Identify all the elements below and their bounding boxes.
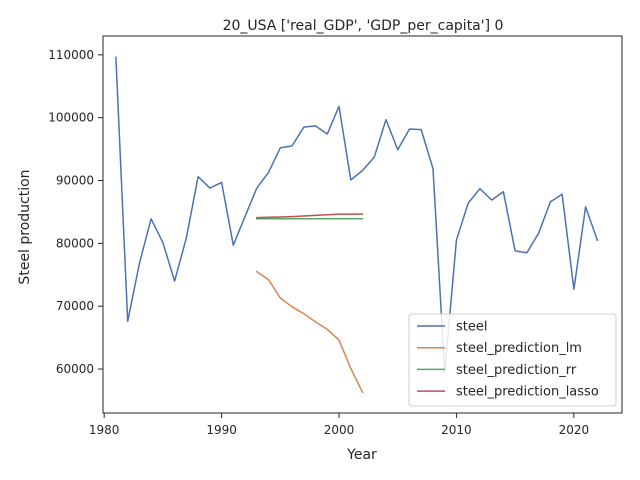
- x-tick-label: 2010: [441, 423, 472, 437]
- y-tick-label: 90000: [56, 174, 94, 188]
- y-tick-label: 70000: [56, 299, 94, 313]
- x-tick-label: 1980: [89, 423, 120, 437]
- x-axis-label: Year: [346, 447, 377, 463]
- legend-label-steel-prediction-lm: steel_prediction_lm: [456, 341, 582, 356]
- y-axis-label: Steel production: [17, 169, 33, 284]
- legend-label-steel-prediction-lasso: steel_prediction_lasso: [456, 385, 599, 400]
- x-axis: 1980 1990 2000 2010 2020: [89, 413, 589, 437]
- series-line-steel: [115, 56, 599, 374]
- y-tick-label: 60000: [56, 362, 94, 376]
- x-tick-label: 2020: [559, 423, 590, 437]
- series-line-steel-prediction-lasso: [256, 213, 364, 219]
- legend-label-steel-prediction-rr: steel_prediction_rr: [456, 363, 577, 378]
- y-tick-label: 80000: [56, 236, 94, 250]
- x-tick-label: 2000: [324, 423, 355, 437]
- y-tick-label: 100000: [48, 111, 94, 125]
- legend: steel steel_prediction_lm steel_prediction…: [408, 313, 617, 407]
- legend-label-steel: steel: [456, 320, 487, 335]
- chart-title: 20_USA ['real_GDP', 'GDP_per_capita'] 0: [223, 18, 504, 34]
- y-axis: 60000 70000 80000 90000 100000 110000: [48, 48, 103, 376]
- legend-box: [408, 313, 617, 407]
- y-tick-label: 110000: [48, 48, 94, 62]
- series-layer: [115, 56, 599, 394]
- series-line-steel-prediction-lm: [255, 270, 364, 394]
- x-tick-label: 1990: [206, 423, 237, 437]
